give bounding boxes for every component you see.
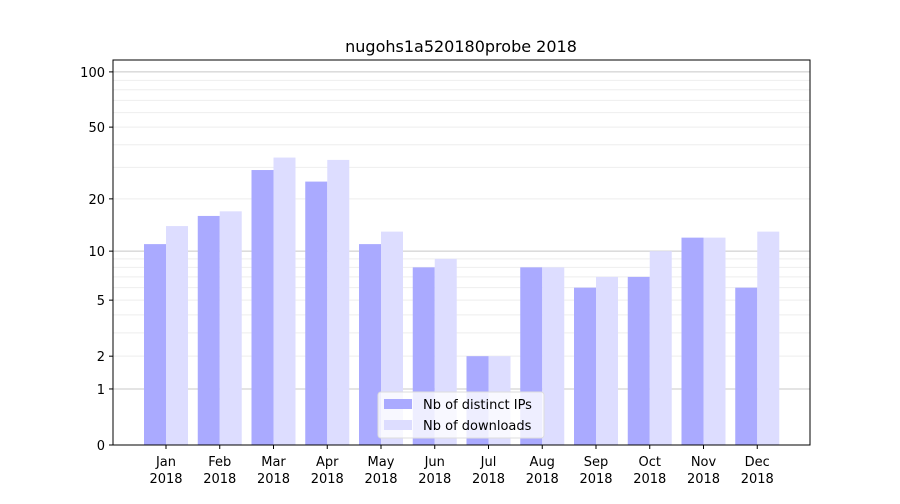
- bar-distinct-ips: [574, 287, 596, 445]
- x-tick-label-line: 2018: [203, 472, 236, 487]
- y-tick-label: 20: [88, 193, 105, 208]
- x-tick-label-line: 2018: [633, 472, 666, 487]
- x-tick-label: Dec 2018: [741, 455, 774, 487]
- legend: Nb of distinct IPs Nb of downloads: [377, 391, 545, 439]
- bar-distinct-ips: [681, 237, 704, 445]
- x-tick-label-line: 2018: [526, 472, 559, 487]
- bar-distinct-ips: [305, 181, 328, 445]
- y-tick-label: 5: [97, 294, 105, 309]
- legend-swatch-ips: [384, 399, 412, 409]
- x-tick-label-line: 2018: [364, 472, 397, 487]
- legend-label-downloads: Nb of downloads: [423, 419, 532, 434]
- y-tick-label: 50: [88, 121, 105, 136]
- plot-frame: [112, 59, 811, 446]
- x-tick-label-line: Aug: [530, 455, 555, 470]
- y-tick-label: 2: [97, 350, 105, 365]
- bar-distinct-ips: [627, 276, 650, 445]
- bar-distinct-ips: [735, 287, 758, 445]
- bar-distinct-ips: [251, 170, 274, 445]
- x-tick-label-line: 2018: [311, 472, 344, 487]
- x-tick-label-line: 2018: [418, 472, 451, 487]
- bar-downloads: [327, 159, 350, 446]
- x-tick-label-line: Jun: [424, 455, 445, 470]
- x-tick-label-line: Apr: [316, 455, 339, 470]
- y-tick-label: 0: [97, 439, 105, 454]
- x-tick-label-line: Sep: [584, 455, 609, 470]
- x-tick-label: Aug 2018: [526, 455, 559, 487]
- x-tick-label-line: May: [368, 455, 395, 470]
- x-tick-label: Oct 2018: [633, 455, 666, 487]
- legend-label-ips: Nb of distinct IPs: [423, 398, 532, 413]
- x-tick-label-line: 2018: [741, 472, 774, 487]
- legend-swatch-downloads: [384, 420, 412, 430]
- x-tick-label-line: Jan: [155, 455, 176, 470]
- y-tick-label: 10: [88, 245, 105, 260]
- x-tick-label-line: 2018: [687, 472, 720, 487]
- x-tick-label: Apr 2018: [311, 455, 344, 487]
- x-tick-label-line: 2018: [149, 472, 182, 487]
- x-tick-label-line: Dec: [745, 455, 770, 470]
- x-tick-label-line: Oct: [639, 455, 661, 470]
- x-tick-label: Mar 2018: [257, 455, 290, 487]
- x-tick-label: Feb 2018: [203, 455, 236, 487]
- x-tick-label-line: Jul: [480, 455, 497, 470]
- x-tick-label-line: 2018: [472, 472, 505, 487]
- x-tick-label: Nov 2018: [687, 455, 720, 487]
- x-tick-label: Jan 2018: [149, 455, 182, 487]
- x-tick-label: Jun 2018: [418, 455, 451, 487]
- bar-downloads: [219, 211, 242, 445]
- bar-downloads: [757, 231, 780, 445]
- bar-downloads: [596, 276, 618, 445]
- bar-downloads: [273, 157, 296, 446]
- x-tick-label: Sep 2018: [579, 455, 612, 487]
- x-tick-label-line: Feb: [208, 455, 231, 470]
- bar-downloads: [166, 226, 188, 445]
- y-tick-label: 1: [97, 383, 105, 398]
- x-tick-label-line: Nov: [691, 455, 717, 470]
- y-tick-label: 100: [80, 66, 105, 81]
- x-tick-label: May 2018: [364, 455, 397, 487]
- bar-distinct-ips: [359, 244, 381, 445]
- chart-title: nugohs1a520180probe 2018: [345, 37, 577, 56]
- bar-distinct-ips: [144, 244, 166, 445]
- x-tick-label: Jul 2018: [472, 455, 505, 487]
- bar-downloads: [649, 251, 672, 445]
- bar-distinct-ips: [197, 215, 220, 445]
- x-tick-label-line: 2018: [257, 472, 290, 487]
- x-tick-label-line: Mar: [261, 455, 286, 470]
- x-tick-label-line: 2018: [579, 472, 612, 487]
- bar-downloads: [542, 267, 565, 445]
- bar-downloads: [703, 237, 726, 445]
